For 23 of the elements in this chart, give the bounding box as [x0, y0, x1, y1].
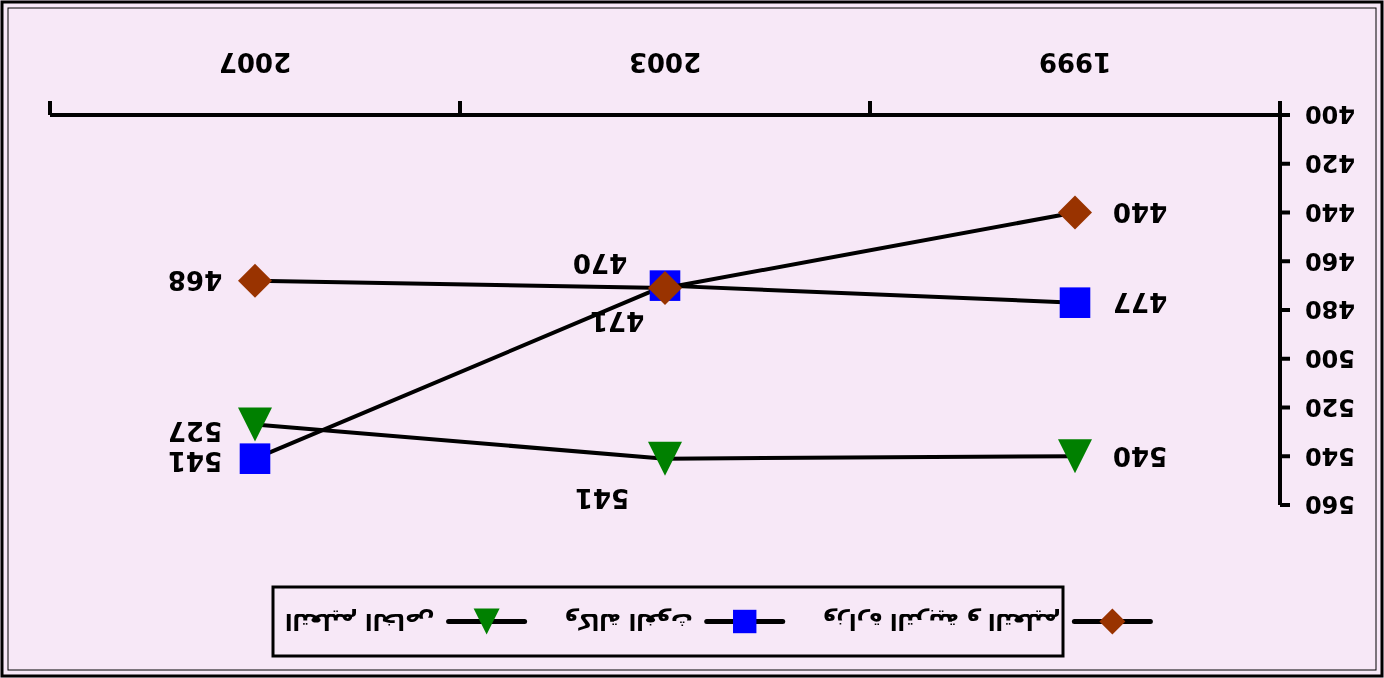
legend-label: وكالة الغوث [564, 607, 693, 634]
y-tick-label: 440 [1304, 197, 1356, 226]
y-tick-label: 460 [1304, 246, 1356, 275]
data-label: 541 [167, 446, 223, 477]
x-tick-label: 1999 [1038, 46, 1112, 77]
y-tick-label: 500 [1304, 344, 1356, 373]
data-label: 440 [1112, 197, 1168, 228]
data-label: 541 [574, 483, 630, 514]
y-tick-label: 540 [1304, 441, 1356, 470]
y-tick-label: 520 [1304, 392, 1356, 421]
y-tick-label: 480 [1304, 295, 1356, 324]
legend-label: التعليم الخاص [285, 608, 435, 634]
legend-label: وزارة التربية و التعليم [822, 607, 1061, 634]
x-tick-label: 2007 [218, 46, 292, 77]
data-label: 470 [572, 248, 628, 279]
y-tick-label: 560 [1304, 490, 1356, 519]
data-label: 468 [167, 265, 223, 296]
y-tick-label: 400 [1304, 100, 1356, 129]
y-tick-label: 420 [1304, 149, 1356, 178]
data-label: 527 [167, 416, 223, 447]
data-label: 540 [1112, 440, 1168, 471]
data-label: 477 [1112, 287, 1168, 318]
x-tick-label: 2003 [628, 46, 702, 77]
